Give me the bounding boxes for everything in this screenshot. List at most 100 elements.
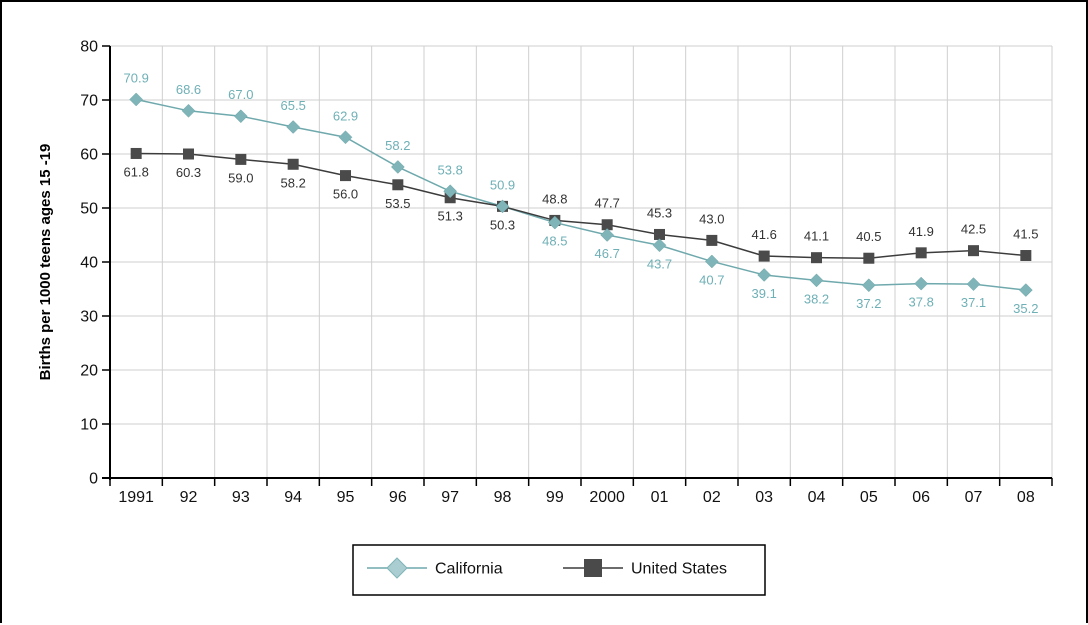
x-tick-label: 05 [860, 489, 878, 506]
united-states-point [392, 179, 404, 191]
united-states-data-label: 51.3 [438, 209, 463, 224]
california-point [129, 92, 144, 107]
y-tick-label: 40 [80, 255, 98, 272]
legend-california-marker [386, 557, 408, 579]
california-point [390, 160, 405, 174]
california-point [809, 273, 824, 288]
california-point [233, 109, 248, 124]
united-states-point [183, 148, 194, 160]
x-tick-label: 93 [232, 489, 250, 506]
legend-united-states-label: United States [631, 561, 727, 578]
california-point [652, 238, 667, 253]
california-point [914, 276, 929, 291]
california-point [181, 103, 196, 118]
california-data-label: 37.2 [856, 296, 881, 311]
united-states-data-label: 61.8 [124, 164, 149, 179]
y-tick-label: 60 [80, 147, 98, 164]
y-tick-label: 50 [80, 201, 98, 218]
x-tick-label: 96 [389, 489, 407, 506]
california-data-label: 37.1 [961, 295, 986, 310]
california-data-label: 68.6 [176, 82, 201, 97]
united-states-point [811, 252, 822, 264]
x-tick-label: 1991 [118, 489, 154, 506]
california-point [443, 184, 458, 199]
california-point [600, 228, 615, 242]
united-states-data-label: 56.0 [333, 187, 358, 202]
legend-california-label: California [435, 561, 503, 578]
california-point [757, 268, 772, 282]
united-states-data-label: 45.3 [647, 205, 672, 220]
y-tick-label: 20 [80, 363, 98, 380]
united-states-point [915, 247, 927, 259]
series-line-united-states [136, 152, 1026, 259]
united-states-data-label: 60.3 [176, 165, 201, 180]
united-states-point [706, 234, 718, 246]
united-states-data-label: 48.8 [542, 191, 567, 206]
legend-united-states-marker [584, 559, 602, 577]
united-states-data-label: 50.3 [490, 217, 515, 232]
x-tick-label: 01 [651, 489, 669, 506]
y-tick-label: 80 [80, 39, 98, 56]
united-states-data-label: 41.1 [804, 229, 829, 244]
united-states-point [287, 158, 299, 170]
united-states-point [235, 153, 247, 165]
united-states-point [863, 252, 875, 264]
california-data-label: 38.2 [804, 291, 829, 306]
united-states-data-label: 40.5 [856, 229, 881, 244]
series-line-california [136, 98, 1026, 291]
united-states-data-label: 41.5 [1013, 227, 1038, 242]
y-tick-label: 10 [80, 417, 98, 434]
x-tick-label: 97 [441, 489, 459, 506]
california-point [495, 199, 510, 214]
united-states-point [758, 250, 770, 262]
united-states-data-label: 47.7 [595, 196, 620, 211]
x-tick-label: 04 [808, 489, 826, 506]
united-states-point [654, 228, 665, 240]
california-data-label: 67.0 [228, 87, 253, 102]
california-data-label: 39.1 [752, 286, 777, 301]
california-point [861, 278, 876, 293]
united-states-data-label: 59.0 [228, 170, 253, 185]
x-tick-label: 2000 [589, 489, 625, 506]
united-states-data-label: 42.5 [961, 222, 986, 237]
united-states-data-label: 58.2 [281, 175, 306, 190]
x-tick-label: 08 [1017, 489, 1035, 506]
x-tick-label: 06 [912, 489, 930, 506]
y-axis-title: Births per 1000 teens ages 15 -19 [37, 144, 54, 381]
california-data-label: 40.7 [699, 272, 724, 287]
california-data-label: 58.2 [385, 138, 410, 153]
california-data-label: 53.8 [438, 162, 463, 177]
california-data-label: 65.5 [281, 98, 306, 113]
y-tick-label: 30 [80, 309, 98, 326]
california-point [966, 277, 981, 291]
x-tick-label: 07 [965, 489, 983, 506]
california-data-label: 43.7 [647, 256, 672, 271]
united-states-data-label: 41.9 [909, 224, 934, 239]
california-point [1018, 283, 1033, 297]
x-tick-label: 92 [180, 489, 198, 506]
california-data-label: 70.9 [124, 70, 149, 85]
x-tick-label: 02 [703, 489, 721, 506]
united-states-data-label: 41.6 [752, 227, 777, 242]
united-states-point [1020, 250, 1032, 262]
california-data-label: 48.5 [542, 234, 567, 249]
california-point [547, 215, 562, 230]
x-tick-label: 03 [755, 489, 773, 506]
california-data-label: 35.2 [1013, 301, 1038, 316]
california-data-label: 50.9 [490, 177, 515, 192]
x-tick-label: 98 [494, 489, 512, 506]
x-tick-label: 94 [284, 489, 302, 506]
california-point [286, 120, 301, 134]
united-states-data-label: 43.0 [699, 211, 724, 226]
x-tick-label: 95 [337, 489, 355, 506]
y-tick-label: 70 [80, 93, 98, 110]
y-tick-label: 0 [89, 471, 98, 488]
california-point [704, 254, 719, 269]
california-data-label: 37.8 [909, 295, 934, 310]
california-data-label: 62.9 [333, 108, 358, 123]
california-data-label: 46.7 [595, 246, 620, 261]
x-tick-label: 99 [546, 489, 564, 506]
legend-box [352, 544, 766, 596]
